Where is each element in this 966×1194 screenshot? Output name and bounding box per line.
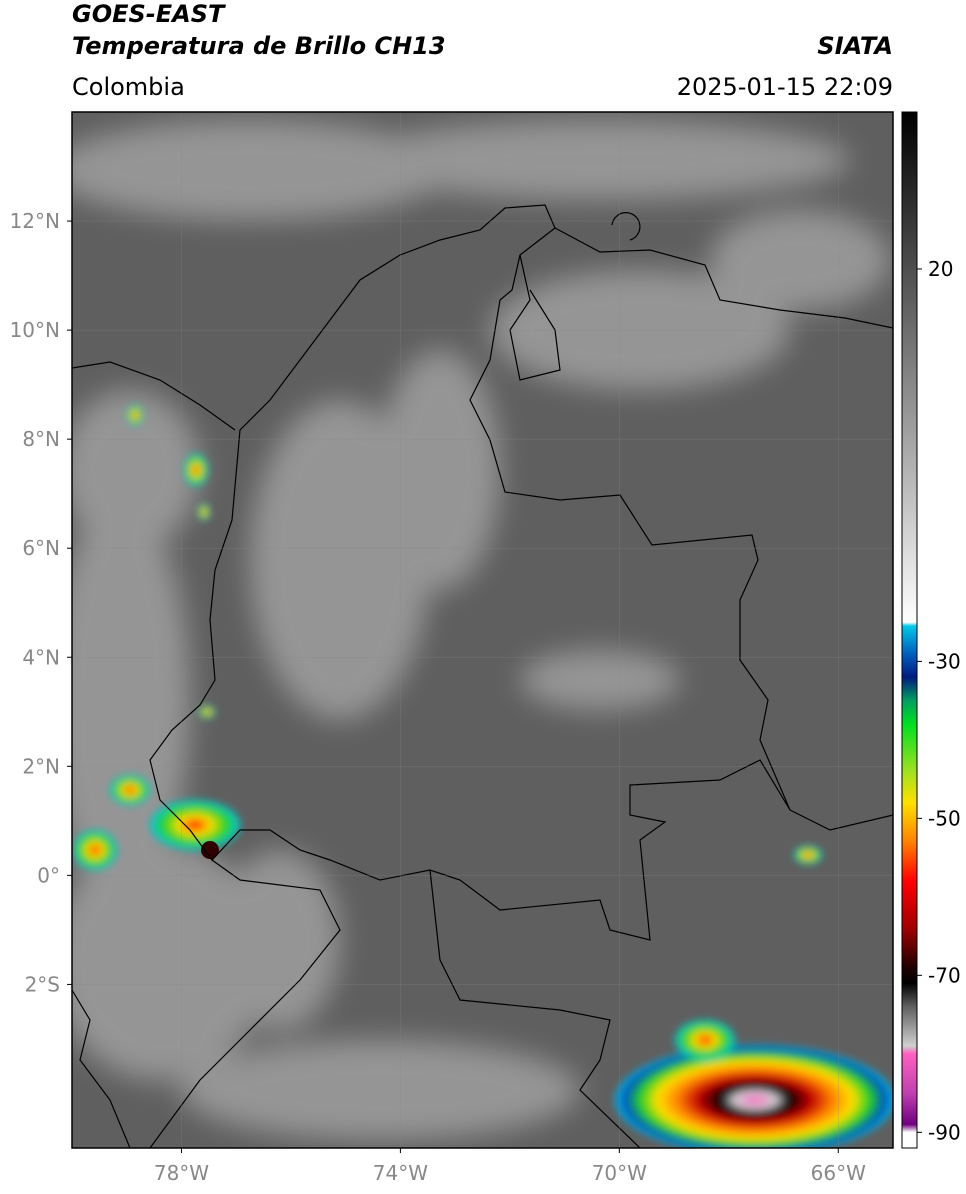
region: Colombia (72, 73, 185, 101)
source: SIATA (817, 32, 893, 60)
product: Temperatura de Brillo CH13 (72, 32, 446, 60)
colorbar-tick-label: 20 (928, 257, 953, 281)
map-frame (71, 111, 894, 1149)
lon-tick-label: 78°W (154, 1161, 209, 1185)
lat-tick-label: 0° (37, 863, 60, 887)
lat-tick-label: 2°N (22, 754, 60, 778)
satellite: GOES-EAST (72, 0, 226, 28)
lat-tick-label: 4°N (22, 645, 60, 669)
lat-tick-label: 10°N (10, 318, 60, 342)
colorbar-tick-label: -50 (928, 806, 961, 830)
lon-tick-label: 74°W (373, 1161, 428, 1185)
colorbar-tick-label: -70 (928, 963, 961, 987)
colorbar (901, 111, 918, 1149)
lat-tick-label: 12°N (10, 209, 60, 233)
satellite-image (72, 112, 893, 1148)
timestamp: 2025-01-15 22:09 (677, 73, 893, 101)
lat-tick-label: 6°N (22, 536, 60, 560)
colorbar-tick-label: -30 (928, 649, 961, 673)
lon-tick-label: 66°W (811, 1161, 866, 1185)
lat-tick-label: 8°N (22, 427, 60, 451)
lat-tick-label: 2°S (25, 972, 60, 996)
lon-tick-label: 70°W (592, 1161, 647, 1185)
colorbar-tick-label: -90 (928, 1120, 961, 1144)
